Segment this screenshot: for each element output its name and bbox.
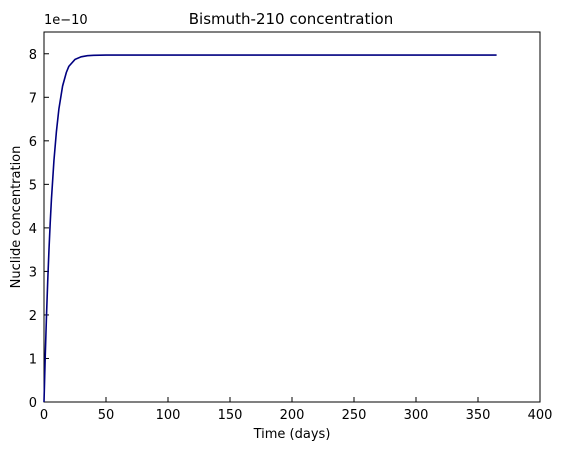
x-tick-label: 0 xyxy=(40,408,48,423)
y-tick-label: 6 xyxy=(29,135,37,150)
y-axis-ticks: 0 1 2 3 4 5 6 7 8 xyxy=(29,48,49,411)
y-tick-label: 1 xyxy=(29,352,37,367)
y-tick-label: 7 xyxy=(29,91,37,106)
x-tick-label: 50 xyxy=(98,408,115,423)
x-tick-label: 300 xyxy=(404,408,429,423)
x-tick-label: 150 xyxy=(218,408,243,423)
x-tick-label: 400 xyxy=(528,408,553,423)
y-axis-label: Nuclide concentration xyxy=(9,146,24,289)
x-tick-label: 350 xyxy=(466,408,491,423)
plot-frame xyxy=(43,31,541,403)
x-tick-label: 250 xyxy=(342,408,367,423)
chart-title: Bismuth-210 concentration xyxy=(189,10,393,28)
y-tick-label: 5 xyxy=(29,178,37,193)
x-axis-label: Time (days) xyxy=(253,427,331,442)
y-tick-label: 2 xyxy=(29,309,37,324)
y-tick-label: 3 xyxy=(29,265,37,280)
x-tick-label: 200 xyxy=(280,408,305,423)
y-tick-label: 4 xyxy=(29,222,37,237)
x-axis-ticks: 0 50 100 150 200 250 300 350 400 xyxy=(40,397,553,423)
series-line-bismuth-210 xyxy=(43,54,497,403)
y-axis-offset-text: 1e−10 xyxy=(44,13,88,28)
y-tick-label: 8 xyxy=(29,48,37,63)
y-tick-label: 0 xyxy=(29,396,37,411)
x-tick-label: 100 xyxy=(156,408,181,423)
